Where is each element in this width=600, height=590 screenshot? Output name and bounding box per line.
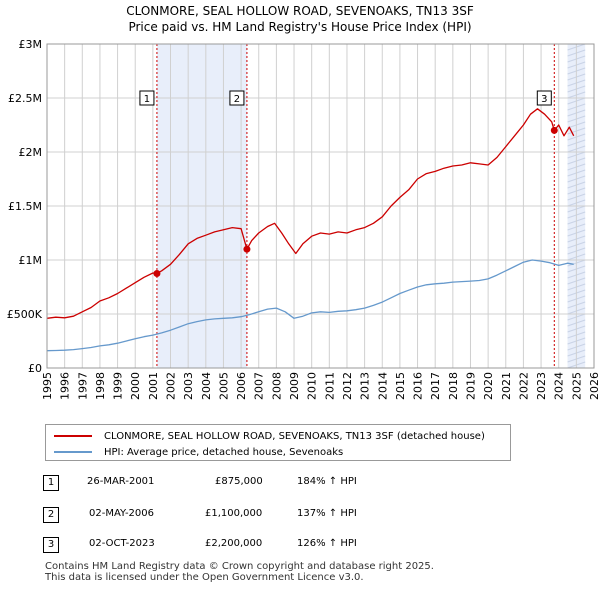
- x-tick-label: 2015: [394, 372, 407, 400]
- transaction-date: 02-MAY-2006: [89, 508, 155, 519]
- chart-legend: CLONMORE, SEAL HOLLOW ROAD, SEVENOAKS, T…: [45, 424, 511, 461]
- sale-point: [550, 126, 558, 134]
- chart-title: CLONMORE, SEAL HOLLOW ROAD, SEVENOAKS, T…: [126, 4, 474, 18]
- marker-label: 3: [541, 94, 547, 105]
- x-tick-label: 2005: [217, 372, 230, 400]
- x-tick-label: 2002: [165, 372, 178, 400]
- x-tick-label: 2023: [535, 372, 548, 400]
- y-tick-label: £500K: [7, 308, 43, 321]
- legend-entry-hpi: HPI: Average price, detached house, Seve…: [54, 444, 343, 460]
- x-tick-label: 2022: [517, 372, 530, 400]
- x-tick-label: 2003: [182, 372, 195, 400]
- x-tick-label: 1995: [41, 372, 54, 400]
- x-tick-label: 2025: [570, 372, 583, 400]
- marker-badge: [229, 90, 245, 106]
- transaction-hpi: 126% ↑ HPI: [297, 538, 357, 549]
- sale-point: [243, 245, 251, 253]
- x-tick-label: 2014: [376, 372, 389, 400]
- hpi-line: [46, 259, 574, 352]
- legend-entry-property: CLONMORE, SEAL HOLLOW ROAD, SEVENOAKS, T…: [54, 428, 485, 444]
- x-tick-label: 2000: [129, 372, 142, 400]
- x-tick-label: 1996: [59, 372, 72, 400]
- x-tick-label: 2001: [147, 372, 160, 400]
- y-tick-label: £3M: [19, 38, 43, 51]
- x-tick-label: 1997: [76, 372, 89, 400]
- x-tick-label: 2010: [306, 372, 319, 400]
- footer-copyright: Contains HM Land Registry data © Crown c…: [45, 561, 434, 572]
- y-tick-label: £2M: [19, 146, 43, 159]
- x-tick-label: 2009: [288, 372, 301, 400]
- x-tick-label: 2021: [500, 372, 513, 400]
- transaction-hpi: 184% ↑ HPI: [297, 476, 357, 487]
- legend-swatch-property: [54, 435, 92, 437]
- x-tick-label: 2011: [323, 372, 336, 400]
- plot-frame: [46, 43, 595, 369]
- x-tick-label: 2026: [588, 372, 600, 400]
- x-tick-label: 2006: [235, 372, 248, 400]
- legend-label-hpi: HPI: Average price, detached house, Seve…: [104, 446, 344, 458]
- x-tick-label: 2007: [253, 372, 266, 400]
- sale-point: [153, 270, 161, 277]
- y-tick-label: £1M: [19, 254, 43, 267]
- transaction-number: 1: [43, 475, 59, 491]
- property-price-line: [46, 108, 575, 319]
- transaction-date: 02-OCT-2023: [89, 538, 155, 549]
- transaction-date: 26-MAR-2001: [87, 476, 155, 487]
- x-tick-label: 2020: [482, 372, 495, 400]
- legend-swatch-hpi: [54, 451, 92, 453]
- footer-licence: This data is licensed under the Open Gov…: [45, 572, 364, 583]
- x-tick-label: 2012: [341, 372, 354, 400]
- x-tick-label: 2016: [412, 372, 425, 400]
- chart-subtitle: Price paid vs. HM Land Registry's House …: [128, 20, 472, 34]
- transaction-price: £875,000: [215, 476, 263, 487]
- marker-badge: [139, 90, 155, 106]
- transaction-number: 2: [43, 507, 59, 523]
- marker-label: 2: [234, 94, 240, 105]
- transaction-hpi: 137% ↑ HPI: [297, 508, 357, 519]
- x-tick-label: 1998: [94, 372, 107, 400]
- transaction-number: 3: [43, 537, 59, 553]
- marker-label: 1: [144, 94, 150, 105]
- y-tick-label: £2.5M: [8, 92, 42, 105]
- y-tick-label: £0: [28, 362, 42, 375]
- y-tick-label: £1.5M: [8, 200, 42, 213]
- x-tick-label: 2017: [429, 372, 442, 400]
- transaction-price: £1,100,000: [205, 508, 263, 519]
- x-tick-label: 2024: [553, 372, 566, 400]
- x-tick-label: 2008: [270, 372, 283, 400]
- marker-badge: [536, 90, 552, 106]
- x-tick-label: 2019: [464, 372, 477, 400]
- x-tick-label: 2013: [359, 372, 372, 400]
- transaction-price: £2,200,000: [205, 538, 263, 549]
- x-tick-label: 1999: [112, 372, 125, 400]
- x-tick-label: 2004: [200, 372, 213, 400]
- legend-label-property: CLONMORE, SEAL HOLLOW ROAD, SEVENOAKS, T…: [104, 430, 485, 442]
- x-tick-label: 2018: [447, 372, 460, 400]
- price-chart: £0 £500K £1M £1.5M £2M £2.5M £3M 1995 1996 1997 19…: [7, 38, 600, 400]
